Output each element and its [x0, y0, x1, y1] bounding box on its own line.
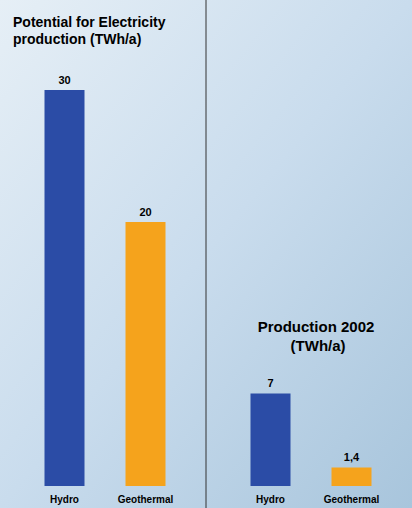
- svg-text:Hydro: Hydro: [256, 494, 285, 505]
- svg-text:Geothermal: Geothermal: [118, 494, 174, 505]
- svg-text:(TWh/a): (TWh/a): [286, 337, 345, 354]
- svg-text:production (TWh/a): production (TWh/a): [13, 31, 141, 47]
- svg-text:Production 2002: Production 2002: [258, 318, 375, 335]
- svg-text:30: 30: [58, 74, 70, 86]
- svg-text:Hydro: Hydro: [50, 494, 79, 505]
- svg-text:1,4: 1,4: [344, 451, 360, 463]
- svg-text:Potential for Electricity: Potential for Electricity: [13, 14, 169, 30]
- svg-text:7: 7: [267, 377, 273, 389]
- svg-text:Geothermal: Geothermal: [324, 494, 380, 505]
- svg-text:20: 20: [139, 206, 151, 218]
